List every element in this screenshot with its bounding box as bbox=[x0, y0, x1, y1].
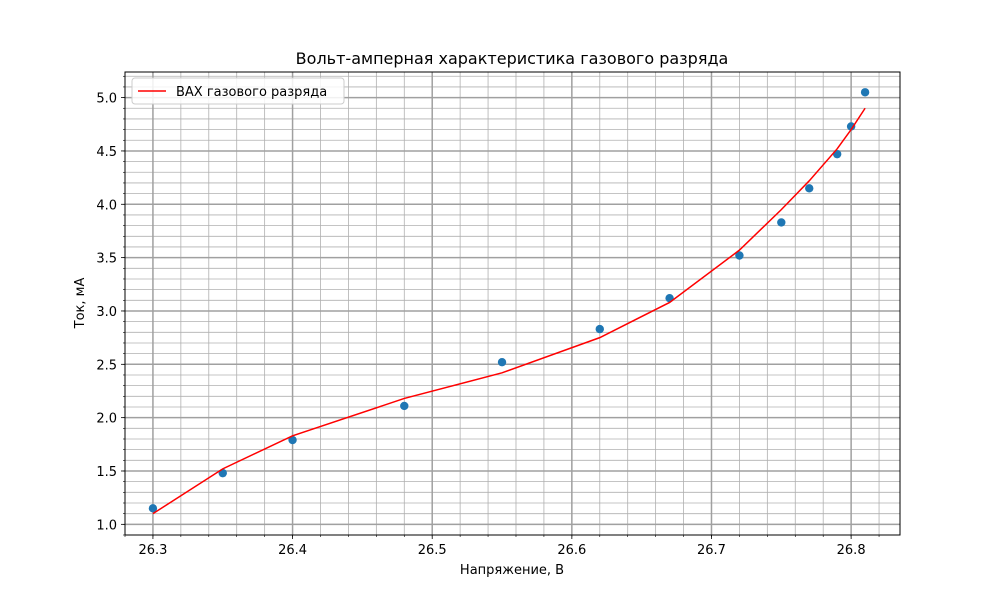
scatter-point bbox=[860, 88, 870, 97]
x-tick-label: 26.4 bbox=[278, 543, 307, 558]
scatter-point bbox=[288, 435, 297, 445]
x-tick-label: 26.3 bbox=[138, 543, 167, 558]
x-tick-label: 26.5 bbox=[418, 543, 447, 558]
scatter-point bbox=[777, 218, 786, 227]
x-tick-label: 26.6 bbox=[557, 543, 586, 558]
scatter-point bbox=[148, 504, 158, 513]
y-tick-label: 2.0 bbox=[96, 412, 117, 427]
y-tick-label: 5.0 bbox=[96, 92, 117, 107]
y-tick-label: 4.0 bbox=[96, 198, 117, 213]
plot-frame bbox=[124, 71, 901, 536]
x-tick-label: 26.7 bbox=[697, 543, 726, 558]
y-tick-label: 4.5 bbox=[96, 145, 117, 160]
scatter-point bbox=[735, 251, 744, 260]
scatter-points bbox=[148, 88, 870, 513]
y-tick-label: 3.0 bbox=[96, 305, 117, 320]
series-line bbox=[152, 107, 866, 515]
x-tick-label: 26.8 bbox=[837, 543, 866, 558]
y-axis: 1.0 1.5 2.0 2.5 3.0 3.5 4.0 4.5 5.0 bbox=[96, 75, 125, 536]
y-tick-label: 2.5 bbox=[96, 358, 117, 373]
legend-entry-label: ВАХ газового разряда bbox=[176, 85, 327, 100]
chart-title: Вольт-амперная характеристика газового р… bbox=[296, 49, 729, 68]
scatter-point bbox=[400, 401, 409, 411]
scatter-point bbox=[846, 122, 856, 131]
y-tick-label: 1.0 bbox=[96, 518, 117, 533]
y-tick-label: 1.5 bbox=[96, 465, 117, 480]
scatter-point bbox=[497, 357, 507, 367]
x-axis: 26.3 26.4 26.5 26.6 26.7 26.8 bbox=[124, 535, 880, 558]
scatter-point bbox=[805, 184, 814, 193]
major-grid bbox=[125, 72, 900, 535]
y-axis-label: Ток, мА bbox=[73, 278, 88, 330]
data-line bbox=[152, 107, 866, 515]
scatter-point bbox=[595, 324, 604, 334]
y-tick-label: 3.5 bbox=[96, 252, 117, 267]
legend: ВАХ газового разряда bbox=[131, 77, 345, 105]
legend-box bbox=[131, 77, 345, 105]
x-axis-label: Напряжение, В bbox=[460, 563, 564, 578]
